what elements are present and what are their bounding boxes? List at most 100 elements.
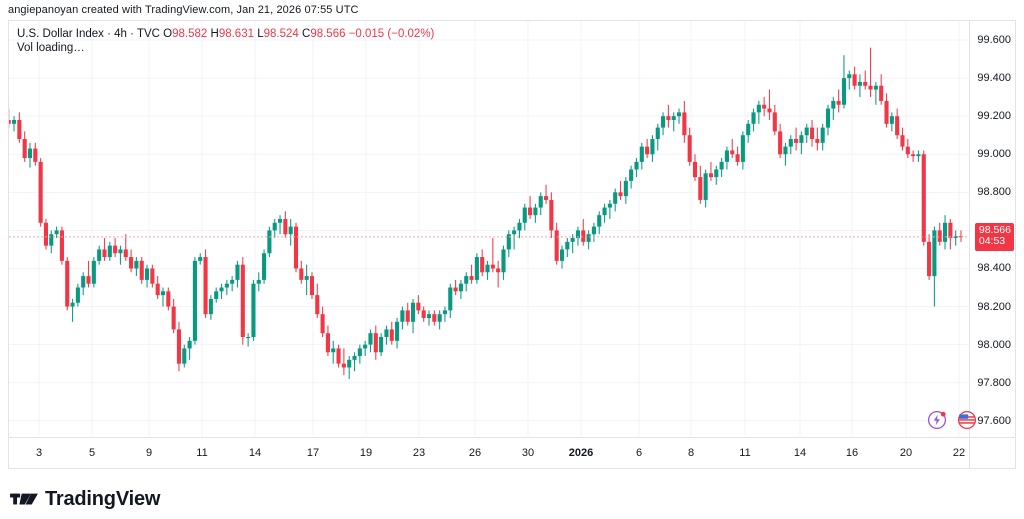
time-axis-tick: 8	[687, 447, 695, 459]
candle-body	[155, 283, 160, 296]
candle-body	[160, 291, 166, 296]
time-axis-tick: 2026	[568, 447, 594, 459]
time-axis-tick: 20	[899, 447, 913, 459]
candle-body	[650, 139, 655, 155]
candle-body	[852, 74, 857, 86]
time-axis-tick: 22	[952, 447, 966, 459]
candle-body	[203, 257, 208, 315]
candle-body	[948, 222, 953, 239]
candle-body	[708, 173, 714, 178]
candle-body	[320, 314, 325, 334]
candle-body	[655, 127, 660, 140]
candle-body	[198, 257, 203, 261]
price-axis-tick: 97.600	[977, 414, 1011, 427]
candle-body	[490, 264, 495, 269]
candle-body	[847, 74, 852, 79]
candle-body	[325, 333, 330, 353]
candle-body	[144, 268, 150, 280]
candle-body	[724, 150, 729, 162]
candle-body	[905, 146, 910, 155]
candle-body	[426, 314, 432, 318]
candle-body	[219, 287, 224, 292]
candle-body	[458, 283, 463, 292]
candle-body	[719, 161, 724, 170]
candle-body	[517, 222, 522, 231]
candle-body	[277, 218, 283, 223]
candle-body	[81, 276, 86, 288]
candle-body	[59, 230, 64, 261]
candle-body	[33, 148, 38, 162]
candle-body	[347, 359, 352, 368]
candle-body	[533, 207, 538, 216]
candle-body	[9, 119, 11, 124]
candle-body	[932, 230, 937, 277]
candle-body	[379, 337, 384, 353]
tradingview-wordmark: TradingView	[45, 488, 161, 510]
candle-body	[815, 139, 820, 143]
time-axis-tick: 19	[359, 447, 373, 459]
candle-body	[825, 108, 831, 128]
candle-body	[267, 230, 272, 254]
lightning-bolt-icon[interactable]	[927, 410, 947, 430]
candle-body	[363, 344, 368, 349]
candle-body	[528, 207, 533, 216]
candle-body	[416, 302, 421, 311]
candle-body	[256, 279, 261, 284]
candle-body	[176, 329, 182, 364]
candle-body	[214, 291, 219, 299]
candle-body	[730, 150, 735, 155]
candle-body	[75, 287, 80, 303]
current-price-badge[interactable]: 98.566 04:53	[974, 222, 1014, 251]
candle-body	[889, 116, 894, 124]
candle-body	[703, 173, 708, 200]
chart-frame: U.S. Dollar Index · 4h · TVC O98.582 H98…	[8, 20, 1016, 469]
candle-body	[22, 139, 27, 159]
candle-body	[841, 78, 847, 105]
candle-body	[293, 226, 299, 269]
candle-body	[602, 207, 607, 216]
candle-body	[129, 257, 134, 269]
candle-body	[27, 148, 33, 159]
candle-body	[543, 196, 549, 200]
candle-body	[794, 139, 799, 143]
candle-body	[831, 100, 836, 109]
price-axis-tick: 97.800	[977, 376, 1011, 389]
candle-body	[570, 238, 575, 242]
candle-body	[942, 222, 948, 242]
candle-body	[549, 199, 554, 231]
candle-body	[251, 283, 256, 338]
time-axis-tick: 23	[412, 447, 426, 459]
candle-body	[820, 127, 825, 143]
time-axis-tick: 30	[521, 447, 535, 459]
candle-body	[283, 218, 288, 235]
time-axis-tick: 16	[845, 447, 859, 459]
candle-body	[389, 329, 394, 341]
candle-body	[373, 333, 378, 353]
candle-body	[118, 249, 123, 254]
candle-body	[485, 264, 490, 273]
price-axis-tick: 98.200	[977, 300, 1011, 313]
candle-body	[11, 119, 17, 124]
candle-body	[916, 154, 921, 157]
candle-body	[879, 85, 884, 101]
candlestick-plot[interactable]	[9, 21, 969, 436]
candle-body	[900, 135, 905, 147]
time-axis[interactable]: 3 5 9 11 14 17 19 23 26 30 2026 6 8 11 14 16 20 22	[9, 410, 1015, 468]
price-axis[interactable]: 99.60099.40099.20099.00098.80098.60098.4…	[969, 21, 1015, 468]
candle-body	[873, 85, 878, 90]
candle-body	[501, 249, 506, 273]
candle-body	[421, 310, 426, 318]
candle-body	[171, 306, 176, 330]
candle-body	[623, 180, 628, 197]
candle-body	[17, 119, 22, 140]
candle-body	[97, 249, 102, 261]
candle-body	[437, 314, 442, 322]
candle-body	[512, 230, 517, 235]
candle-body	[288, 226, 293, 235]
candle-body	[150, 268, 155, 284]
candle-body	[762, 104, 767, 109]
time-axis-tick: 5	[88, 447, 96, 459]
candle-body	[91, 260, 96, 284]
bar-countdown: 04:53	[978, 235, 1006, 248]
us-flag-icon[interactable]	[957, 410, 977, 430]
